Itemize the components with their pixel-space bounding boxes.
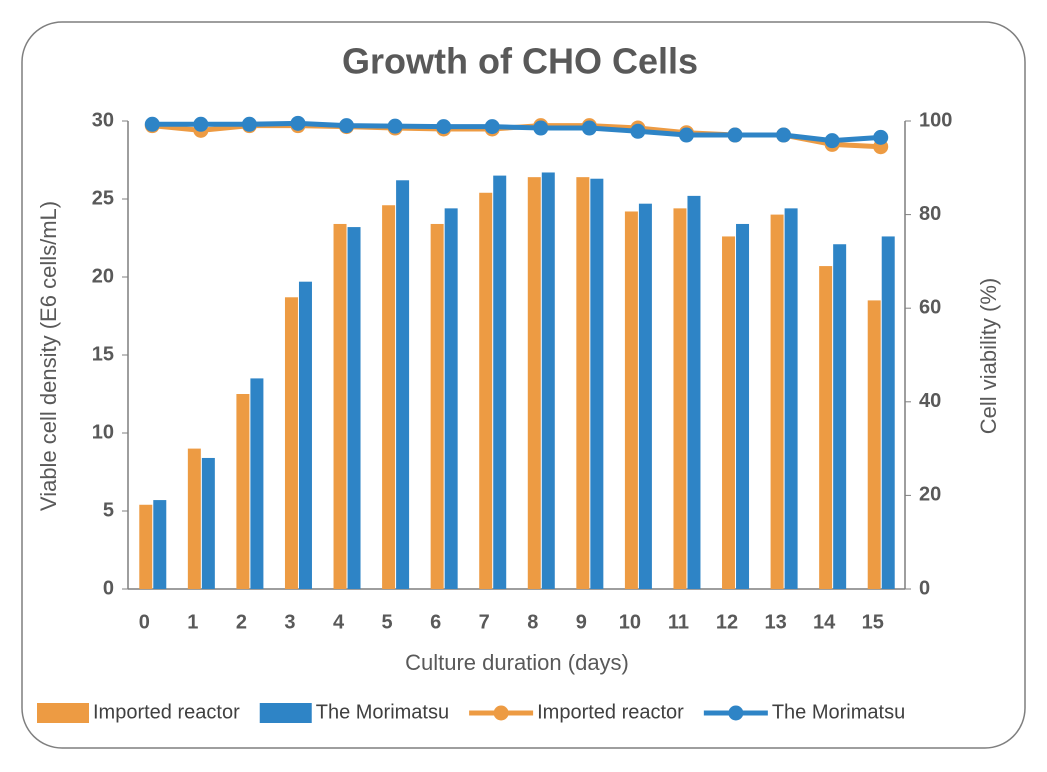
bar [479, 192, 493, 589]
y-tick-label: 10 [92, 421, 114, 443]
bar [250, 378, 264, 589]
bar [236, 394, 250, 589]
legend-label: Imported reactor [93, 701, 240, 723]
bar [541, 172, 555, 590]
x-tick-label: 10 [619, 611, 641, 633]
y2-tick-label: 20 [919, 484, 941, 506]
y-tick-label: 25 [92, 187, 114, 209]
marker [387, 118, 403, 134]
marker [339, 118, 355, 134]
marker [144, 116, 160, 132]
marker [776, 127, 792, 143]
y2-tick-label: 80 [919, 203, 941, 225]
bar [153, 500, 167, 589]
y-tick-label: 15 [92, 343, 114, 365]
y2-tick-label: 40 [919, 390, 941, 412]
bar [867, 300, 881, 589]
bar [736, 223, 750, 589]
bar [881, 236, 895, 589]
bar [284, 297, 298, 589]
bar [819, 266, 833, 589]
marker [241, 116, 257, 132]
y2-axis-label: Cell viability (%) [976, 278, 1001, 434]
x-tick-label: 7 [479, 611, 490, 633]
bar [784, 208, 798, 590]
x-tick-label: 12 [716, 611, 738, 633]
x-tick-label: 13 [764, 611, 786, 633]
bar [382, 205, 396, 590]
y-tick-label: 5 [103, 499, 114, 521]
marker [581, 120, 597, 136]
marker [873, 129, 889, 145]
line [152, 120, 881, 144]
legend-label: The Morimatsu [316, 701, 449, 723]
x-tick-label: 5 [382, 611, 393, 633]
marker [727, 127, 743, 143]
marker [193, 116, 209, 132]
chart-title: Growth of CHO Cells [342, 41, 698, 82]
legend-swatch [493, 705, 509, 721]
bar [576, 177, 590, 589]
x-tick-label: 1 [187, 611, 198, 633]
marker [484, 119, 500, 135]
x-axis-label: Culture duration (days) [405, 650, 629, 675]
x-tick-label: 8 [527, 611, 538, 633]
marker [678, 127, 694, 143]
x-tick-label: 11 [668, 611, 689, 633]
bar [687, 195, 701, 589]
legend-swatch [259, 703, 312, 723]
bar [527, 177, 541, 589]
bar [430, 223, 444, 589]
bar [673, 208, 687, 590]
x-tick-label: 4 [333, 611, 345, 633]
y-axis-label: Viable cell density (E6 cells/mL) [36, 201, 61, 511]
x-tick-label: 14 [813, 611, 836, 633]
legend-swatch [728, 705, 744, 721]
marker [436, 119, 452, 135]
bar [624, 211, 638, 590]
bar [201, 457, 215, 589]
y2-tick-label: 60 [919, 296, 941, 318]
marker [533, 120, 549, 136]
x-tick-label: 15 [862, 611, 884, 633]
bar [187, 448, 201, 589]
marker [824, 133, 840, 149]
bar [590, 178, 604, 589]
bar [396, 180, 410, 589]
bar [493, 175, 507, 589]
x-tick-label: 2 [236, 611, 247, 633]
bar [333, 223, 347, 589]
x-tick-label: 9 [576, 611, 587, 633]
y2-tick-label: 0 [919, 577, 930, 599]
x-tick-label: 3 [284, 611, 295, 633]
legend-label: The Morimatsu [772, 701, 905, 723]
bar [770, 214, 784, 589]
marker [630, 123, 646, 139]
y-tick-label: 20 [92, 265, 114, 287]
bar [139, 504, 153, 589]
x-tick-label: 0 [139, 611, 150, 633]
bar [722, 236, 736, 589]
legend-label: Imported reactor [537, 701, 684, 723]
x-tick-label: 6 [430, 611, 441, 633]
legend-swatch [37, 703, 89, 723]
marker [290, 115, 306, 131]
bar [444, 208, 458, 590]
bar [298, 281, 312, 589]
bar [638, 203, 652, 589]
bar [347, 227, 361, 589]
y2-tick-label: 100 [919, 109, 952, 131]
y-tick-label: 0 [103, 577, 114, 599]
bar [833, 244, 847, 590]
y-tick-label: 30 [92, 109, 114, 131]
